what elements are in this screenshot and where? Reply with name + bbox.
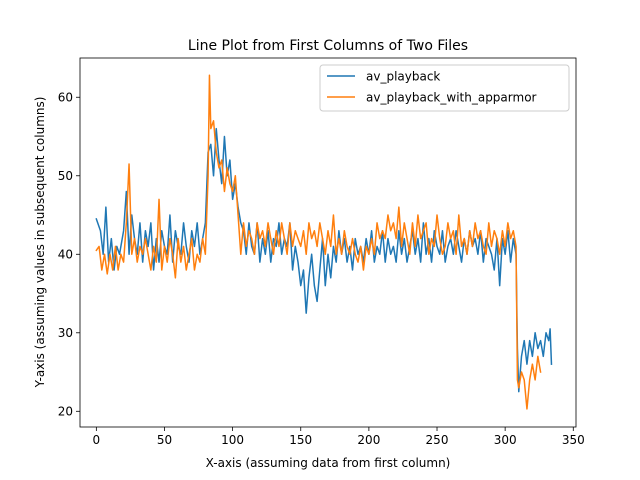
legend: av_playback av_playback_with_apparmor bbox=[319, 64, 570, 112]
legend-label-av-playback: av_playback bbox=[366, 70, 440, 84]
y-axis-label: Y-axis (assuming values in subsequent co… bbox=[33, 97, 47, 389]
x-tick-label: 250 bbox=[426, 433, 449, 447]
series-layer bbox=[95, 74, 553, 410]
x-tick-label: 50 bbox=[157, 433, 172, 447]
x-axis-label: X-axis (assuming data from first column) bbox=[206, 456, 451, 470]
x-tick-label: 350 bbox=[562, 433, 585, 447]
x-tick-label: 200 bbox=[357, 433, 380, 447]
series-line-av-playback-with-apparmor bbox=[95, 74, 542, 410]
legend-label-av-playback-with-apparmor: av_playback_with_apparmor bbox=[366, 91, 537, 105]
y-tick-label: 40 bbox=[58, 247, 73, 261]
y-tick-label: 20 bbox=[58, 404, 73, 418]
y-axis-ticks: 20 30 40 50 60 bbox=[58, 90, 80, 418]
y-tick-label: 30 bbox=[58, 326, 73, 340]
chart-title: Line Plot from First Columns of Two File… bbox=[188, 38, 468, 54]
x-tick-label: 150 bbox=[289, 433, 312, 447]
y-tick-label: 60 bbox=[58, 90, 73, 104]
x-tick-label: 100 bbox=[221, 433, 244, 447]
y-tick-label: 50 bbox=[58, 169, 73, 183]
x-tick-label: 0 bbox=[93, 433, 101, 447]
plot-frame bbox=[79, 57, 577, 428]
x-tick-label: 300 bbox=[494, 433, 517, 447]
x-axis-ticks: 0 50 100 150 200 250 300 350 bbox=[93, 427, 585, 447]
legend-box bbox=[319, 64, 570, 112]
